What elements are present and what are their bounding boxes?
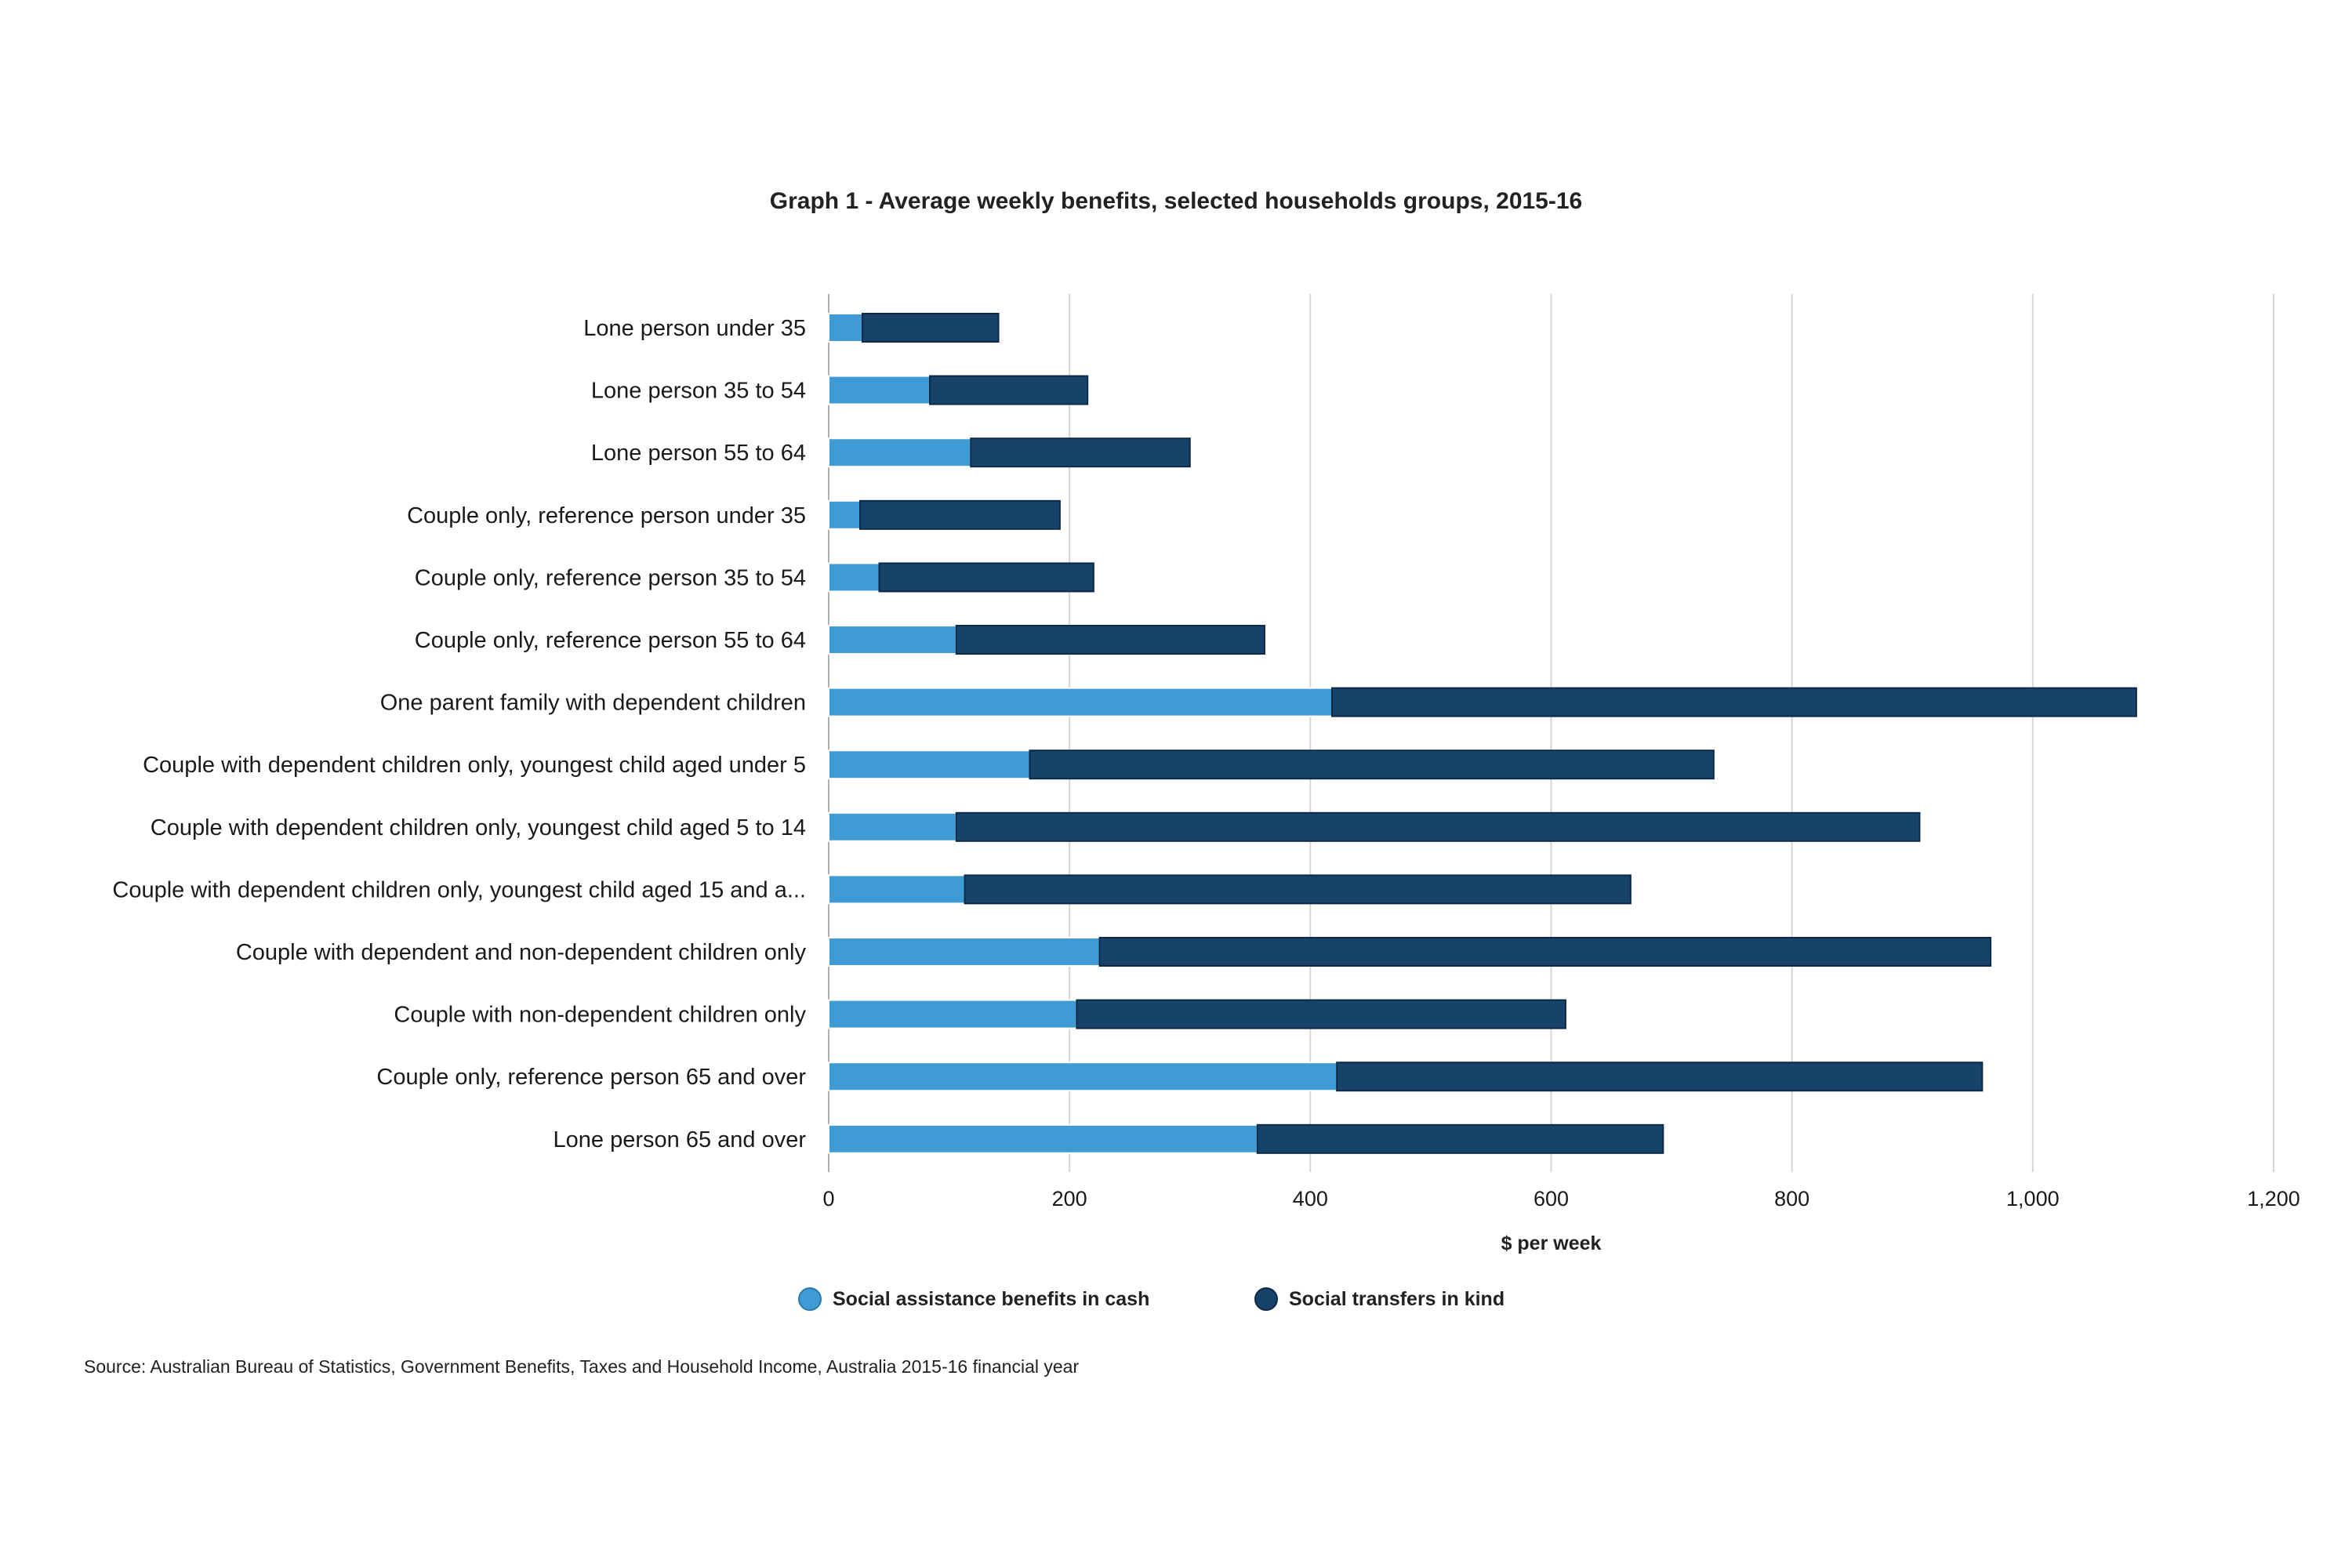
bar-in-kind-segment[interactable] bbox=[1029, 750, 1715, 780]
category-label: Lone person under 35 bbox=[583, 316, 806, 341]
legend-label-cash: Social assistance benefits in cash bbox=[833, 1287, 1150, 1310]
category-labels: Lone person under 35 Lone person 35 to 54… bbox=[112, 316, 806, 1152]
bar-cash-segment[interactable] bbox=[828, 1123, 1258, 1154]
x-tick-label: 1,000 bbox=[2006, 1187, 2060, 1210]
category-label: Couple only, reference person under 35 bbox=[407, 503, 806, 528]
bar-in-kind-segment[interactable] bbox=[858, 499, 1061, 530]
x-tick-labels: 0 200 400 600 800 1,000 1,200 bbox=[822, 1187, 2299, 1210]
category-label: Couple with dependent children only, you… bbox=[112, 877, 806, 902]
category-label: Lone person 35 to 54 bbox=[591, 379, 806, 404]
bar-cash-segment[interactable] bbox=[828, 375, 931, 405]
bar-cash-segment[interactable] bbox=[828, 937, 1101, 967]
x-tick-label: 200 bbox=[1052, 1187, 1087, 1210]
source-note: Source: Australian Bureau of Statistics,… bbox=[84, 1356, 1080, 1377]
bar-cash-segment[interactable] bbox=[828, 750, 1031, 780]
x-tick-label: 1,200 bbox=[2247, 1187, 2300, 1210]
category-label: Couple only, reference person 55 to 64 bbox=[415, 628, 806, 653]
legend-swatch-in-kind bbox=[1254, 1287, 1278, 1311]
legend: Social assistance benefits in cash Socia… bbox=[0, 1287, 2352, 1319]
x-tick-label: 800 bbox=[1774, 1187, 1809, 1210]
bar-in-kind-segment[interactable] bbox=[955, 811, 1921, 842]
bar-in-kind-segment[interactable] bbox=[1330, 687, 2137, 717]
bar-cash-segment[interactable] bbox=[828, 811, 957, 842]
x-axis-title: $ per week bbox=[1501, 1232, 1602, 1254]
bar-cash-segment[interactable] bbox=[828, 999, 1078, 1029]
category-label: Couple with dependent children only, you… bbox=[151, 815, 806, 840]
x-tick-label: 0 bbox=[822, 1187, 834, 1210]
legend-item-cash[interactable]: Social assistance benefits in cash bbox=[798, 1287, 1149, 1311]
category-label: Lone person 55 to 64 bbox=[591, 441, 806, 466]
bar-cash-segment[interactable] bbox=[828, 1062, 1338, 1092]
bar-in-kind-segment[interactable] bbox=[878, 562, 1094, 593]
chart-title: Graph 1 - Average weekly benefits, selec… bbox=[769, 188, 1583, 214]
bar-in-kind-segment[interactable] bbox=[1098, 937, 1992, 967]
bar-cash-segment[interactable] bbox=[828, 313, 864, 343]
category-label: Couple with non-dependent children only bbox=[394, 1003, 806, 1028]
bar-in-kind-segment[interactable] bbox=[929, 375, 1089, 405]
bar-cash-segment[interactable] bbox=[828, 874, 966, 905]
category-label: Couple with dependent children only, you… bbox=[143, 753, 806, 778]
gridlines bbox=[828, 294, 2274, 1172]
x-tick-label: 600 bbox=[1534, 1187, 1569, 1210]
bar-cash-segment[interactable] bbox=[828, 562, 880, 593]
bar-cash-segment[interactable] bbox=[828, 499, 861, 530]
bar-in-kind-segment[interactable] bbox=[955, 625, 1265, 655]
category-label: One parent family with dependent childre… bbox=[380, 691, 806, 716]
legend-swatch-cash bbox=[798, 1287, 822, 1311]
bar-in-kind-segment[interactable] bbox=[970, 437, 1191, 468]
bar-cash-segment[interactable] bbox=[828, 437, 972, 468]
category-label: Couple only, reference person 65 and ove… bbox=[376, 1065, 806, 1090]
category-label: Couple only, reference person 35 to 54 bbox=[415, 565, 806, 590]
bar-cash-segment[interactable] bbox=[828, 625, 957, 655]
category-label: Lone person 65 and over bbox=[554, 1127, 807, 1152]
bar-in-kind-segment[interactable] bbox=[1336, 1062, 1984, 1092]
legend-item-in-kind[interactable]: Social transfers in kind bbox=[1254, 1287, 1504, 1311]
x-tick-label: 400 bbox=[1293, 1187, 1328, 1210]
bar-in-kind-segment[interactable] bbox=[862, 313, 1000, 343]
category-label: Couple with dependent and non-dependent … bbox=[236, 940, 807, 965]
bars bbox=[828, 313, 2137, 1154]
bar-in-kind-segment[interactable] bbox=[964, 874, 1632, 905]
bar-in-kind-segment[interactable] bbox=[1256, 1123, 1664, 1154]
legend-label-in-kind: Social transfers in kind bbox=[1289, 1287, 1505, 1310]
bar-cash-segment[interactable] bbox=[828, 687, 1333, 717]
bar-in-kind-segment[interactable] bbox=[1076, 999, 1566, 1029]
